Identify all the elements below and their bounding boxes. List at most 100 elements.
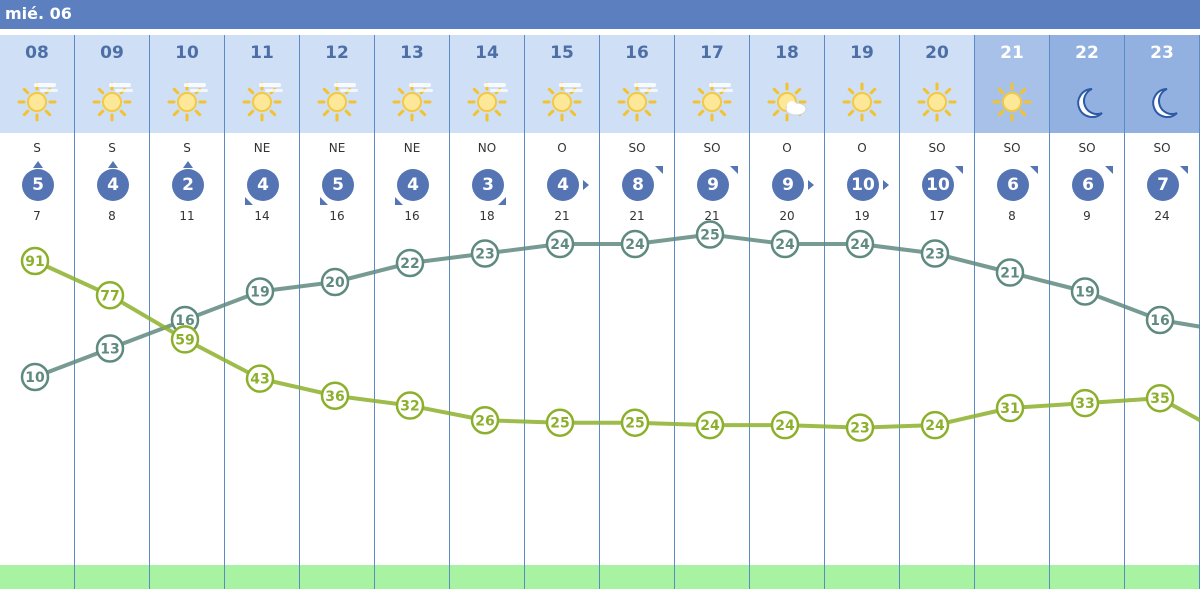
wind-gust: 11 — [179, 209, 195, 223]
ground-bar — [450, 565, 524, 589]
temperature-point: 19 — [245, 277, 275, 306]
temperature-point: 19 — [1070, 277, 1100, 306]
wind-gust: 21 — [704, 209, 720, 223]
wind-speed-badge: 3 — [472, 169, 504, 201]
temperature-point: 22 — [395, 248, 425, 278]
wind-speed-badge: 2 — [172, 169, 204, 201]
wind-arrow-icon — [1105, 166, 1113, 174]
temperature-point: 10 — [20, 362, 50, 392]
day-header: mié. 06 — [0, 0, 1200, 29]
hour-label: 12 — [325, 43, 349, 63]
hour-label: 22 — [1075, 43, 1099, 63]
wind-speed-badge: 6 — [997, 169, 1029, 201]
hour-label: 15 — [550, 43, 574, 63]
wind-direction: SO — [628, 141, 646, 155]
temperature-point: 16 — [170, 305, 200, 335]
wind-gust: 19 — [854, 209, 870, 223]
wind-arrow-icon — [883, 180, 889, 190]
temperature-point: 24 — [620, 229, 650, 259]
hour-column-22: 22 SO 6 9 — [1050, 35, 1125, 589]
humidity-value-label: 59 — [175, 332, 194, 348]
hour-label: 13 — [400, 43, 424, 63]
sun-haze-icon — [92, 82, 133, 122]
humidity-value-label: 36 — [325, 389, 344, 405]
wind-arrow-icon — [320, 197, 328, 205]
wind-arrow-icon — [245, 197, 253, 205]
wind-arrow-icon — [498, 197, 506, 205]
hour-column-16: 16 SO 8 21 — [600, 35, 675, 589]
temperature-point: 24 — [770, 229, 800, 259]
wind-direction: O — [857, 141, 867, 155]
temperature-value-label: 24 — [550, 237, 570, 253]
wind-speed-badge: 4 — [97, 169, 129, 201]
sun-icon — [992, 82, 1032, 122]
wind-gust: 8 — [1008, 209, 1016, 223]
hour-column-09: 09 S 4 8 — [75, 35, 150, 589]
temperature-value-label: 13 — [100, 342, 119, 358]
humidity-value-label: 24 — [925, 418, 945, 434]
humidity-point: 26 — [470, 406, 500, 435]
hour-column-23: 23 SO 7 24 — [1125, 35, 1200, 589]
wind-speed-badge: 9 — [697, 169, 729, 201]
ground-bar — [150, 565, 224, 589]
humidity-value-label: 25 — [625, 416, 644, 432]
sun-cloud-icon — [767, 82, 807, 122]
temperature-value-label: 19 — [1075, 285, 1094, 301]
hour-column-21: 21 SO 6 8 — [975, 35, 1050, 589]
temperature-value-label: 25 — [700, 228, 719, 244]
temperature-value-label: 24 — [775, 237, 795, 253]
wind-arrow-icon — [108, 161, 118, 168]
header-gap — [0, 29, 1200, 35]
hour-column-17: 17 SO 9 21 — [675, 35, 750, 589]
wind-direction: S — [108, 141, 116, 155]
humidity-point: 25 — [545, 408, 575, 437]
wind-speed-badge: 4 — [247, 169, 279, 201]
humidity-point: 23 — [845, 413, 875, 442]
humidity-value-label: 23 — [850, 421, 869, 437]
wind-direction: SO — [1003, 141, 1021, 155]
humidity-line — [34, 259, 1200, 430]
temperature-point: 24 — [545, 229, 575, 259]
wind-gust: 20 — [779, 209, 795, 223]
temperature-value-label: 19 — [250, 285, 269, 301]
humidity-value-label: 32 — [400, 399, 419, 415]
temperature-point: 24 — [845, 229, 875, 259]
humidity-point: 36 — [320, 381, 350, 410]
temperature-value-label: 24 — [850, 237, 870, 253]
wind-direction: O — [557, 141, 567, 155]
temperature-point: 16 — [1145, 305, 1175, 335]
hour-label: 17 — [700, 43, 724, 63]
hour-column-20: 20 SO 10 17 — [900, 35, 975, 589]
wind-gust: 21 — [629, 209, 645, 223]
wind-gust: 18 — [479, 209, 495, 223]
ground-bar — [825, 565, 899, 589]
temperature-value-label: 10 — [25, 370, 45, 386]
temperature-point: 20 — [320, 267, 350, 297]
hour-column-15: 15 O 4 21 — [525, 35, 600, 589]
wind-gust: 7 — [33, 209, 41, 223]
wind-direction: SO — [1078, 141, 1096, 155]
humidity-point: 35 — [1145, 383, 1175, 413]
wind-direction: NE — [328, 141, 346, 155]
humidity-point: 91 — [20, 246, 50, 276]
ground-bar — [1125, 565, 1199, 589]
sun-haze-icon — [242, 82, 283, 122]
wind-direction: SO — [703, 141, 721, 155]
wind-arrow-icon — [808, 180, 814, 190]
humidity-value-label: 25 — [550, 416, 569, 432]
wind-speed-badge: 4 — [547, 169, 579, 201]
ground-bar — [225, 565, 299, 589]
hour-label: 09 — [100, 43, 124, 63]
sun-haze-icon — [542, 82, 583, 122]
temperature-value-label: 16 — [175, 313, 194, 329]
temperature-point: 23 — [920, 239, 950, 268]
sun-haze-icon — [17, 82, 58, 122]
sun-haze-icon — [617, 82, 658, 122]
wind-arrow-icon — [1180, 166, 1188, 174]
hour-column-13: 13 NE 4 16 — [375, 35, 450, 589]
ground-bar — [525, 565, 599, 589]
hour-column-08: 08 S 5 7 — [0, 35, 75, 589]
ground-bar — [900, 565, 974, 589]
wind-direction: SO — [1153, 141, 1171, 155]
humidity-point: 24 — [695, 410, 725, 440]
